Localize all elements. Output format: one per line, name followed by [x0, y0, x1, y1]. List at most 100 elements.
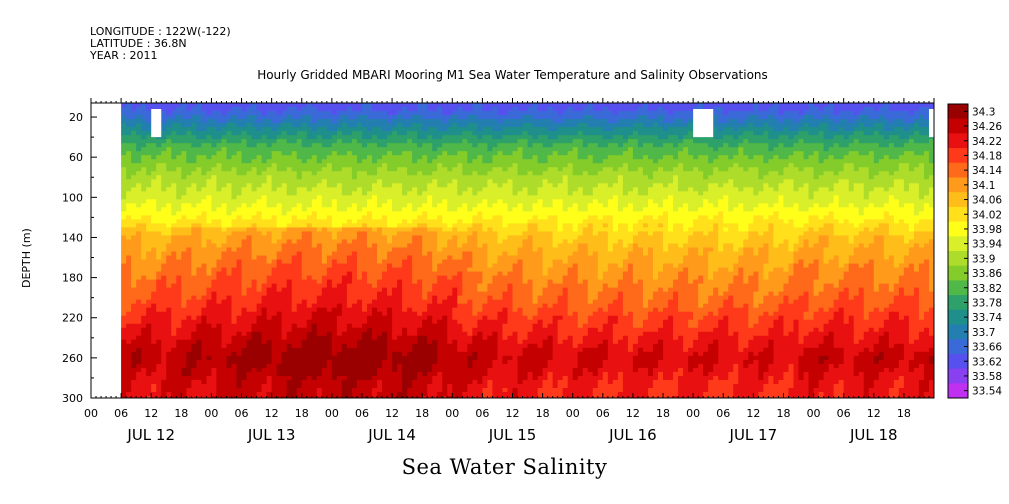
salinity-cell: [191, 239, 197, 245]
salinity-cell: [221, 315, 228, 321]
salinity-cell: [387, 243, 393, 249]
salinity-cell: [186, 355, 192, 361]
salinity-cell: [206, 243, 213, 249]
salinity-cell: [366, 327, 373, 333]
salinity-cell: [276, 179, 283, 184]
salinity-cell: [372, 215, 378, 220]
salinity-cell: [351, 295, 358, 301]
salinity-cell: [271, 247, 278, 253]
salinity-cell: [427, 295, 433, 301]
salinity-cell: [341, 363, 348, 369]
salinity-cell: [261, 383, 268, 389]
salinity-cell: [326, 295, 333, 301]
salinity-cell: [336, 279, 343, 285]
salinity-cell: [151, 319, 157, 325]
salinity-cell: [306, 207, 313, 212]
salinity-cell: [412, 179, 418, 184]
salinity-cell: [221, 119, 228, 124]
salinity-cell: [241, 223, 248, 229]
salinity-cell: [126, 127, 132, 132]
salinity-cell: [276, 155, 283, 160]
salinity-cell: [432, 135, 438, 140]
salinity-cell: [231, 219, 238, 224]
salinity-cell: [412, 379, 418, 385]
salinity-cell: [161, 347, 167, 353]
salinity-cell: [372, 159, 378, 164]
salinity-cell: [246, 223, 253, 229]
salinity-cell: [146, 383, 152, 389]
salinity-cell: [256, 291, 263, 297]
salinity-cell: [412, 271, 418, 277]
salinity-cell: [161, 103, 167, 108]
salinity-cell: [321, 187, 328, 192]
salinity-cell: [437, 155, 443, 160]
salinity-cell: [161, 151, 167, 156]
salinity-cell: [281, 395, 288, 398]
salinity-cell: [171, 163, 177, 168]
salinity-cell: [311, 131, 318, 136]
salinity-cell: [241, 267, 248, 273]
salinity-cell: [291, 187, 298, 192]
salinity-cell: [301, 111, 308, 116]
salinity-cell: [351, 279, 358, 285]
salinity-cell: [286, 211, 293, 216]
salinity-cell: [412, 199, 418, 204]
salinity-cell: [146, 183, 152, 188]
salinity-cell: [201, 183, 208, 188]
salinity-cell: [126, 311, 132, 317]
salinity-cell: [286, 303, 293, 309]
salinity-cell: [151, 287, 157, 293]
salinity-cell: [176, 255, 182, 261]
salinity-cell: [356, 319, 363, 325]
salinity-cell: [316, 155, 323, 160]
salinity-cell: [241, 251, 248, 257]
salinity-cell: [191, 367, 197, 373]
salinity-cell: [442, 319, 448, 325]
salinity-cell: [276, 371, 283, 377]
salinity-cell: [271, 195, 278, 200]
salinity-cell: [437, 283, 443, 289]
salinity-cell: [316, 159, 323, 164]
salinity-cell: [356, 127, 363, 132]
salinity-cell: [331, 323, 338, 329]
salinity-cell: [176, 307, 182, 313]
salinity-cell: [432, 323, 438, 329]
salinity-cell: [387, 279, 393, 285]
salinity-cell: [452, 175, 458, 180]
salinity-cell: [266, 167, 273, 172]
salinity-cell: [141, 111, 147, 116]
salinity-cell: [286, 339, 293, 345]
salinity-cell: [382, 167, 388, 172]
salinity-cell: [346, 383, 353, 389]
salinity-cell: [351, 195, 358, 200]
salinity-cell: [136, 127, 142, 132]
salinity-cell: [221, 251, 228, 257]
salinity-cell: [351, 207, 358, 212]
salinity-cell: [201, 115, 208, 120]
salinity-cell: [201, 375, 208, 381]
salinity-cell: [176, 279, 182, 285]
salinity-cell: [306, 163, 313, 168]
salinity-cell: [447, 307, 453, 313]
salinity-cell: [387, 323, 393, 329]
salinity-cell: [372, 379, 378, 385]
salinity-cell: [136, 199, 142, 204]
salinity-cell: [397, 323, 403, 329]
salinity-cell: [146, 171, 152, 176]
salinity-cell: [306, 319, 313, 325]
salinity-cell: [412, 347, 418, 353]
salinity-cell: [201, 259, 208, 265]
salinity-cell: [256, 239, 263, 245]
salinity-cell: [241, 287, 248, 293]
salinity-cell: [447, 363, 453, 369]
salinity-cell: [382, 379, 388, 385]
salinity-cell: [156, 331, 162, 337]
salinity-cell: [316, 323, 323, 329]
salinity-cell: [231, 211, 238, 216]
salinity-cell: [336, 171, 343, 176]
salinity-cell: [171, 231, 177, 237]
salinity-cell: [377, 303, 383, 309]
salinity-cell: [422, 311, 428, 317]
salinity-cell: [236, 267, 243, 273]
salinity-cell: [351, 191, 358, 196]
